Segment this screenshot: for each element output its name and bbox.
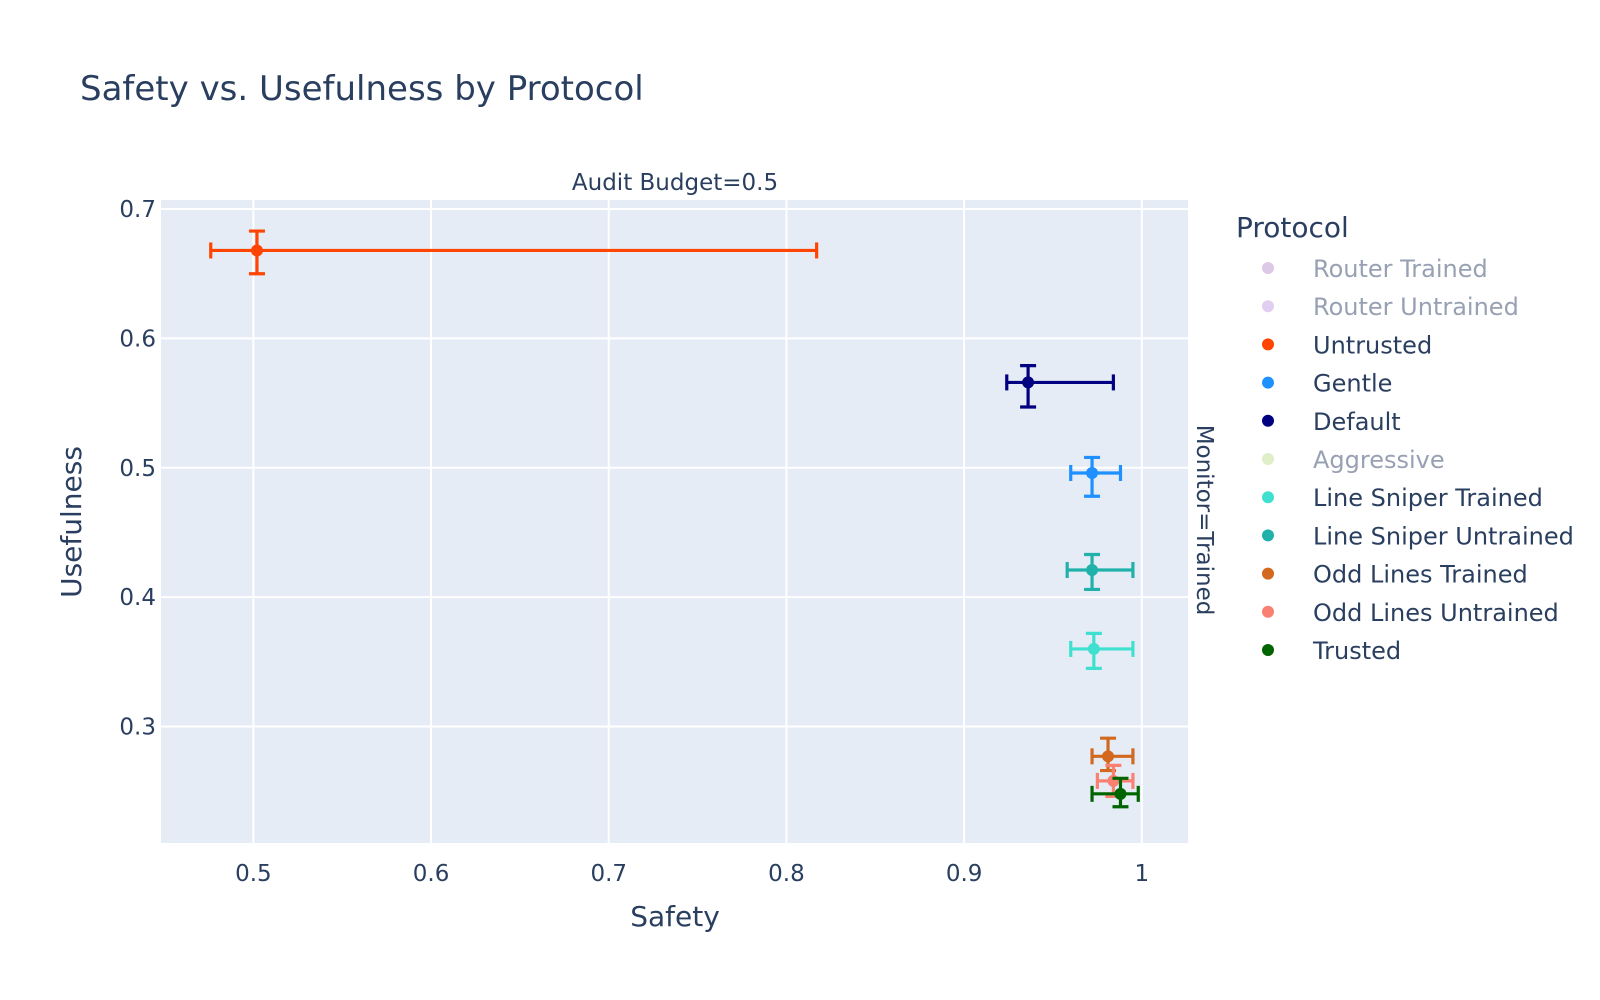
data-point	[1087, 642, 1100, 655]
legend-marker-icon	[1262, 605, 1274, 618]
series-default	[1005, 364, 1115, 409]
legend-marker-icon	[1262, 453, 1274, 465]
data-point	[1107, 774, 1120, 787]
legend-label: Router Untrained	[1313, 293, 1519, 321]
y-tick-label: 0.5	[119, 456, 156, 482]
x-tick-label: 0.9	[946, 861, 983, 887]
legend-items[interactable]: Router Trained Router Untrained Untrusted G…	[1262, 255, 1574, 665]
legend-marker-icon	[1262, 644, 1274, 656]
data-point	[250, 244, 263, 257]
data-point	[1102, 750, 1115, 763]
series-odd-lines-trained	[1090, 736, 1135, 773]
legend-label: Gentle	[1313, 370, 1392, 398]
legend-label: Default	[1313, 408, 1401, 436]
series-untrusted	[209, 229, 819, 276]
plot-background	[161, 200, 1188, 843]
data-point	[1114, 787, 1127, 800]
data-point	[1086, 466, 1099, 479]
chart-title: Safety vs. Usefulness by Protocol	[80, 69, 644, 109]
legend-item-router-untrained[interactable]: Router Untrained	[1262, 293, 1519, 321]
legend-item-router-trained[interactable]: Router Trained	[1262, 255, 1488, 283]
legend-item-gentle[interactable]: Gentle	[1262, 370, 1392, 398]
legend-label: Odd Lines Trained	[1313, 561, 1528, 589]
x-axis-title: Safety	[630, 900, 720, 933]
series-gentle	[1069, 455, 1123, 498]
legend-marker-icon	[1262, 414, 1274, 427]
data-point	[1022, 376, 1035, 389]
legend-marker-icon	[1262, 376, 1274, 389]
data-marks	[209, 229, 1140, 809]
legend-item-default[interactable]: Default	[1262, 408, 1401, 436]
x-tick-label: 1	[1134, 861, 1149, 887]
legend-marker-icon	[1262, 529, 1274, 542]
legend[interactable]: Protocol Router Trained Router Untrained U…	[1236, 211, 1574, 665]
x-tick-label: 0.7	[590, 861, 627, 887]
legend-label: Untrusted	[1313, 331, 1432, 359]
grid-lines	[161, 200, 1188, 843]
legend-item-line-sniper-trained[interactable]: Line Sniper Trained	[1262, 484, 1543, 512]
legend-label: Router Trained	[1313, 255, 1488, 283]
legend-label: Aggressive	[1313, 446, 1445, 474]
legend-marker-icon	[1262, 491, 1274, 504]
x-axis-ticks: 0.5 0.6 0.7 0.8 0.9 1	[235, 861, 1149, 887]
legend-title: Protocol	[1236, 211, 1349, 244]
data-point	[1086, 564, 1099, 577]
legend-label: Odd Lines Untrained	[1313, 599, 1559, 627]
legend-item-untrusted[interactable]: Untrusted	[1262, 331, 1432, 359]
series-trusted	[1090, 776, 1140, 809]
legend-label: Line Sniper Untrained	[1313, 522, 1574, 550]
facet-label: Audit Budget=0.5	[572, 170, 778, 196]
legend-item-aggressive[interactable]: Aggressive	[1262, 446, 1445, 474]
plot-area	[161, 200, 1188, 843]
series-line-sniper-untrained	[1065, 552, 1135, 592]
x-tick-label: 0.5	[235, 861, 272, 887]
legend-item-trusted[interactable]: Trusted	[1262, 637, 1401, 665]
legend-marker-icon	[1262, 262, 1274, 274]
legend-marker-icon	[1262, 567, 1274, 580]
y-axis-ticks: 0.3 0.4 0.5 0.6 0.7	[119, 197, 156, 741]
row-facet-label: Monitor=Trained	[1191, 425, 1217, 616]
x-tick-label: 0.6	[413, 861, 450, 887]
legend-label: Trusted	[1312, 637, 1401, 665]
y-tick-label: 0.3	[119, 715, 156, 741]
legend-marker-icon	[1262, 338, 1274, 351]
legend-item-odd-lines-trained[interactable]: Odd Lines Trained	[1262, 561, 1528, 589]
legend-label: Line Sniper Trained	[1313, 484, 1543, 512]
x-tick-label: 0.8	[768, 861, 805, 887]
legend-item-line-sniper-untrained[interactable]: Line Sniper Untrained	[1262, 522, 1574, 550]
legend-marker-icon	[1262, 300, 1274, 313]
y-tick-label: 0.7	[119, 197, 156, 223]
legend-item-odd-lines-untrained[interactable]: Odd Lines Untrained	[1262, 599, 1559, 627]
y-tick-label: 0.6	[119, 326, 156, 352]
y-axis-title: Usefulness	[55, 446, 88, 598]
y-tick-label: 0.4	[119, 585, 156, 611]
series-line-sniper-trained	[1069, 631, 1135, 670]
